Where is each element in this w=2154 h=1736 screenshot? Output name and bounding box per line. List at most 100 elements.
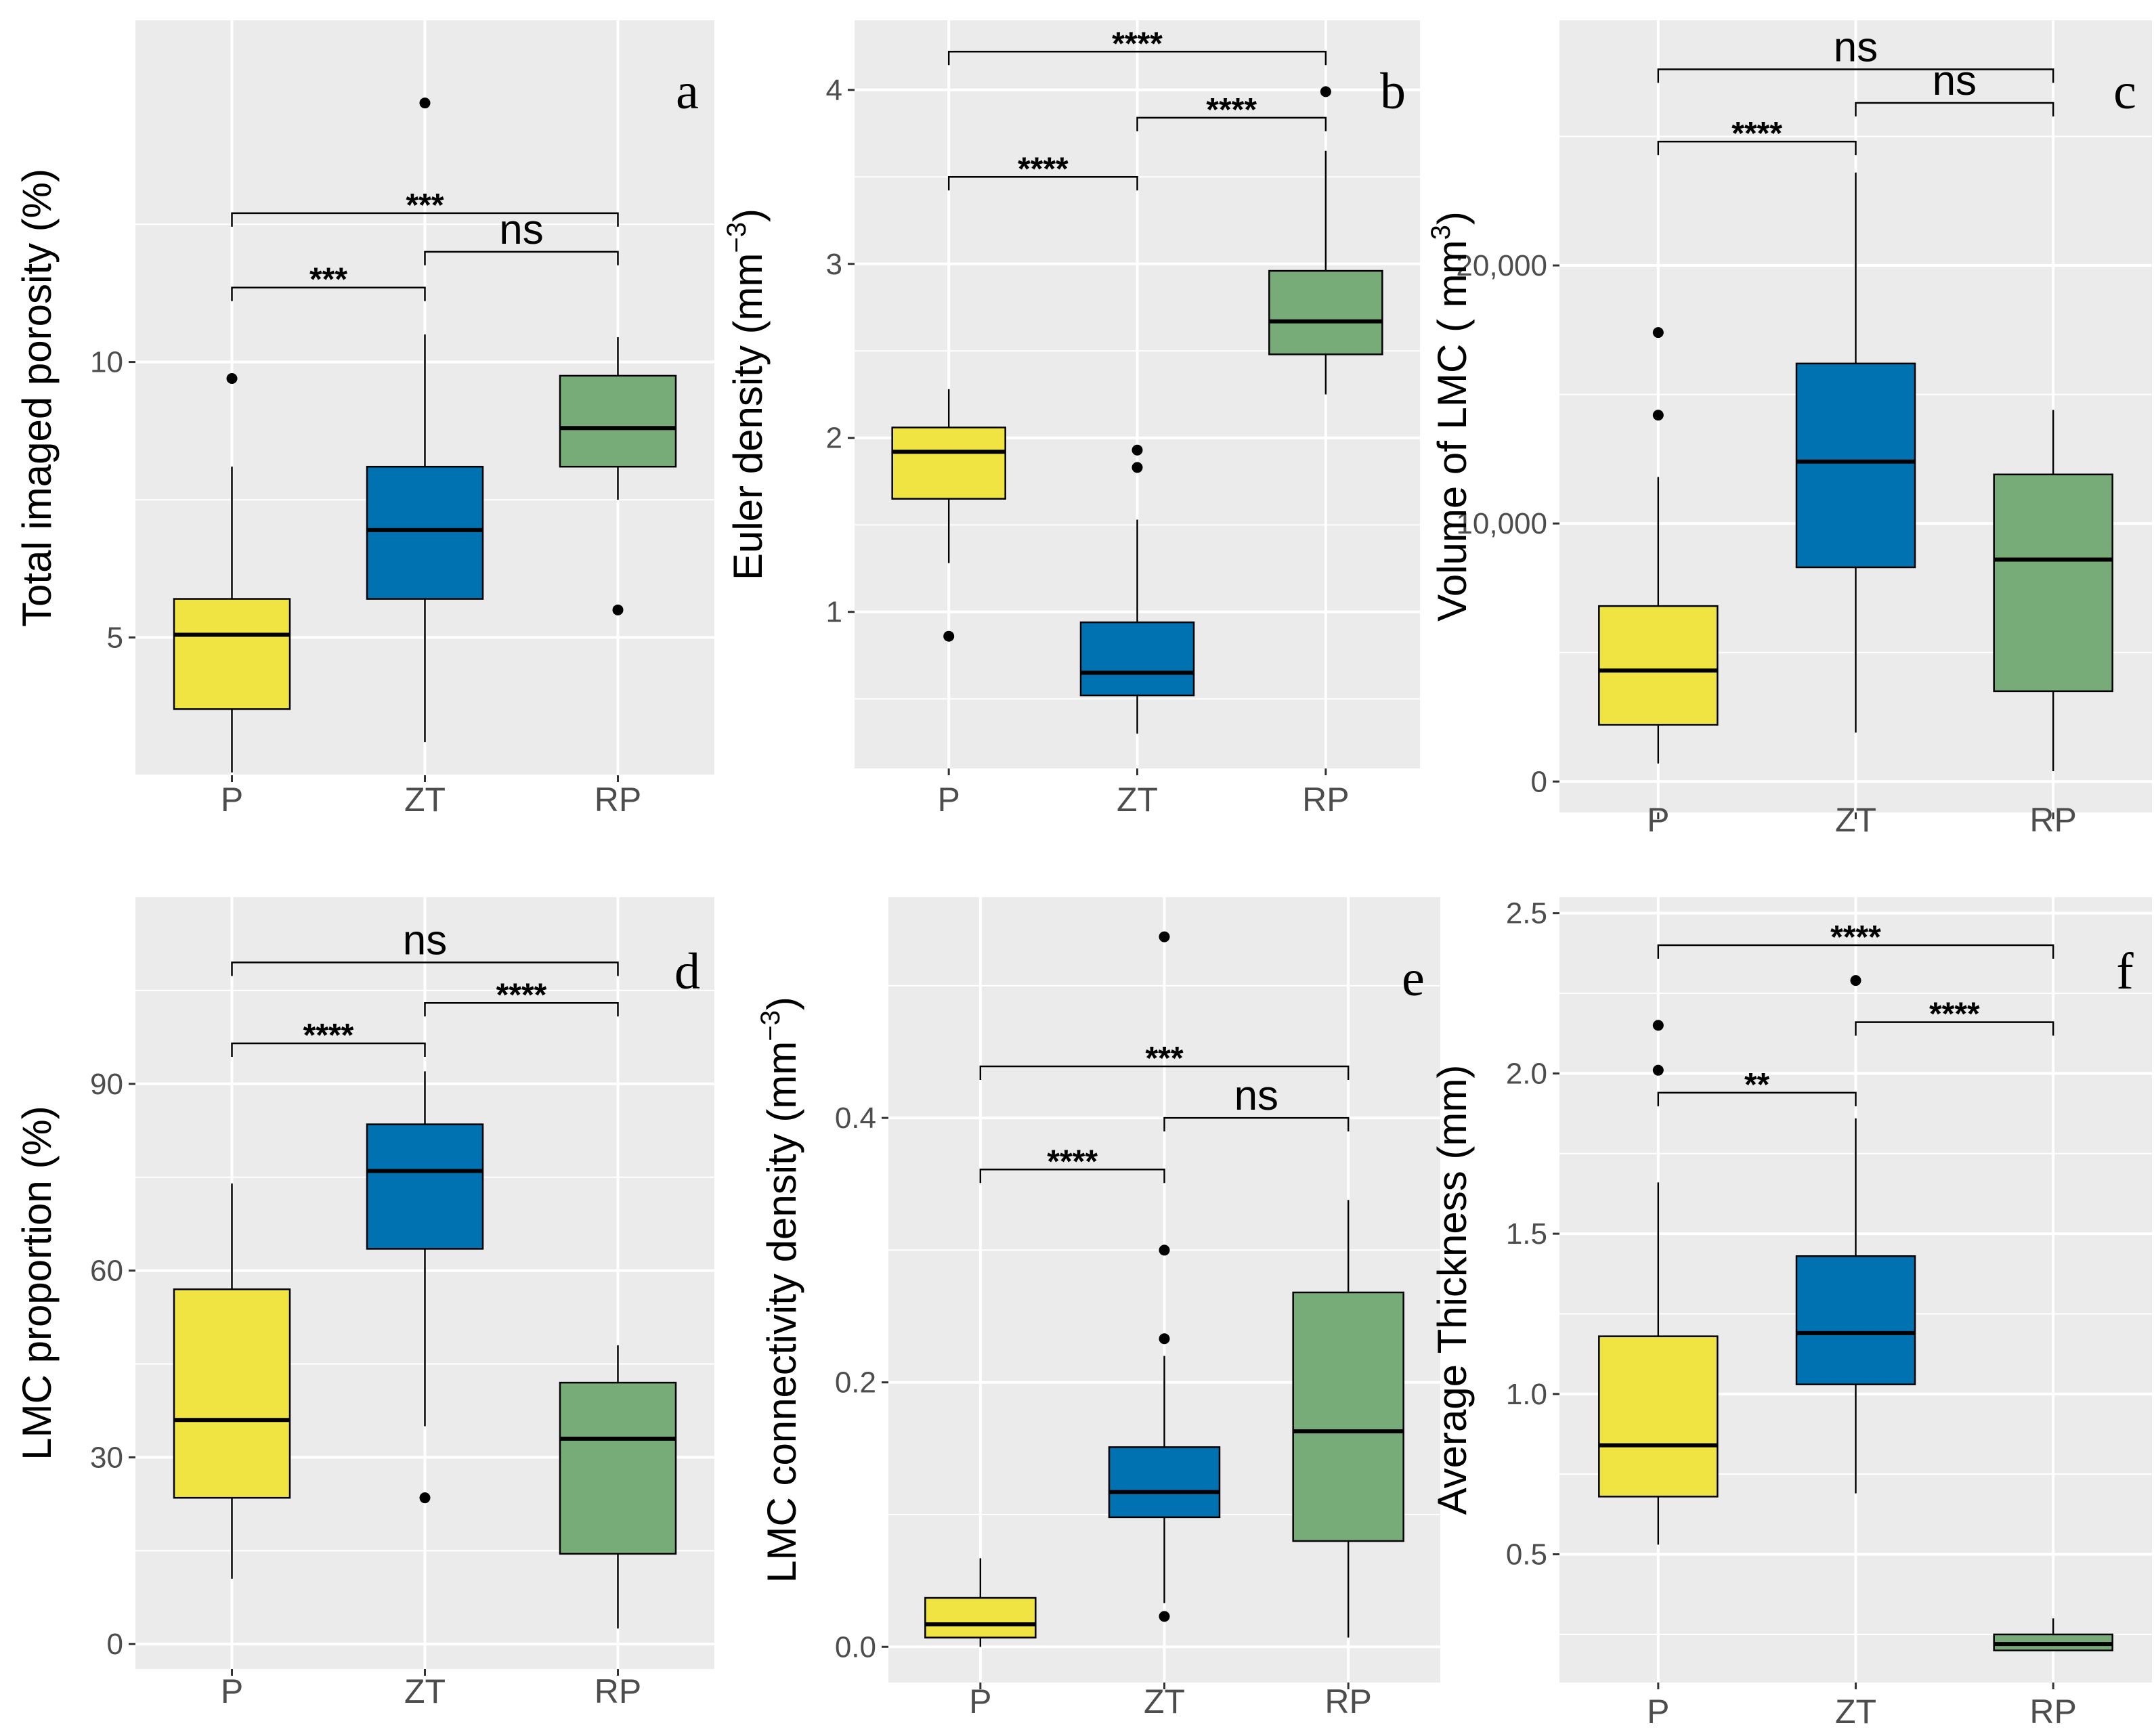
significance-bracket-P-ZT: *** bbox=[231, 262, 426, 301]
y-tick-label: 10,000 bbox=[1456, 507, 1547, 540]
outlier-point bbox=[1132, 462, 1143, 473]
significance-label: *** bbox=[309, 262, 347, 298]
significance-bracket-ZT-RP: **** bbox=[424, 977, 619, 1017]
significance-bracket-P-RP: *** bbox=[231, 188, 619, 227]
x-tick-label-P: P bbox=[937, 781, 960, 819]
box-body bbox=[1598, 1335, 1719, 1498]
x-tick-label-RP: RP bbox=[595, 1672, 641, 1710]
bracket-line bbox=[231, 961, 619, 976]
significance-label: **** bbox=[1731, 116, 1782, 152]
y-axis-title: Euler density (mm−3) bbox=[722, 209, 771, 580]
panel-letter: e bbox=[1402, 950, 1425, 1007]
panel-letter: c bbox=[2113, 63, 2136, 120]
bracket-line bbox=[1657, 944, 2054, 959]
significance-label: **** bbox=[1830, 919, 1881, 955]
panel-letter: d bbox=[674, 943, 700, 1000]
y-tick-label: 30 bbox=[90, 1441, 123, 1474]
box-body bbox=[1292, 1291, 1404, 1542]
y-tick-label: 1 bbox=[826, 596, 842, 629]
significance-label: **** bbox=[1929, 997, 1980, 1033]
significance-bracket-P-ZT: **** bbox=[1657, 116, 1857, 156]
significance-label: ns bbox=[1234, 1072, 1278, 1119]
x-tick-label-P: P bbox=[969, 1683, 991, 1720]
y-axis-title: LMC connectivity density (mm−3) bbox=[756, 997, 804, 1583]
outlier-point bbox=[1652, 1020, 1664, 1031]
x-tick-label-ZT: ZT bbox=[404, 781, 446, 819]
box-P bbox=[924, 1558, 1037, 1647]
box-P bbox=[173, 1183, 291, 1579]
y-tick-label: 90 bbox=[90, 1068, 123, 1101]
bracket-line bbox=[1855, 1021, 2054, 1036]
significance-label: ns bbox=[1933, 58, 1977, 104]
significance-bracket-ZT-RP: **** bbox=[1136, 92, 1327, 131]
bracket-line bbox=[1163, 1116, 1350, 1132]
plot-background bbox=[135, 20, 714, 775]
bracket-line bbox=[947, 176, 1138, 191]
significance-bracket-P-RP: ns bbox=[231, 917, 619, 976]
box-RP bbox=[1993, 410, 2113, 772]
box-body bbox=[1795, 362, 1916, 569]
panel-letter: a bbox=[676, 63, 699, 120]
y-tick-label: 20,000 bbox=[1456, 249, 1547, 282]
outlier-point bbox=[1652, 1064, 1664, 1076]
box-ZT bbox=[1108, 931, 1221, 1622]
box-ZT bbox=[1795, 975, 1916, 1494]
y-tick-label: 5 bbox=[107, 622, 123, 655]
outlier-point bbox=[1159, 1333, 1170, 1345]
significance-bracket-P-ZT: ** bbox=[1657, 1067, 1857, 1106]
box-ZT bbox=[366, 1071, 484, 1504]
y-tick-label: 2.5 bbox=[1506, 897, 1547, 930]
outlier-point bbox=[1132, 444, 1143, 456]
y-axis-title: Total imaged porosity (%) bbox=[14, 169, 60, 627]
x-tick-label-RP: RP bbox=[595, 781, 641, 819]
box-body bbox=[1795, 1255, 1916, 1385]
panel-letter: b bbox=[1380, 63, 1406, 120]
y-tick-label: 4 bbox=[826, 74, 842, 107]
y-axis-title: LMC proportion (%) bbox=[14, 1106, 60, 1460]
box-body bbox=[559, 1381, 677, 1555]
significance-label: **** bbox=[496, 977, 547, 1013]
bracket-line bbox=[979, 1065, 1350, 1080]
box-P bbox=[891, 389, 1006, 642]
x-tick-label-RP: RP bbox=[1324, 1683, 1371, 1720]
x-tick-label-P: P bbox=[1647, 1693, 1669, 1731]
significance-bracket-P-ZT: **** bbox=[947, 151, 1138, 191]
x-tick-label-P: P bbox=[221, 781, 243, 819]
box-body bbox=[1268, 269, 1383, 355]
x-tick-label-ZT: ZT bbox=[1835, 1693, 1876, 1731]
significance-bracket-P-RP: **** bbox=[1657, 919, 2054, 959]
y-axis-title: Average Thickness (mm) bbox=[1429, 1065, 1475, 1515]
box-body bbox=[366, 465, 484, 600]
outlier-point bbox=[419, 97, 431, 109]
box-P bbox=[1598, 1020, 1719, 1545]
y-axis-title: Volume of LMC ( mm3) bbox=[1426, 211, 1475, 622]
significance-label: ** bbox=[1744, 1067, 1770, 1103]
outlier-point bbox=[226, 373, 238, 385]
bracket-line bbox=[231, 1042, 426, 1058]
box-ZT bbox=[366, 97, 484, 743]
box-P bbox=[1598, 327, 1719, 764]
bracket-line bbox=[1657, 1091, 1857, 1106]
plot-background bbox=[888, 897, 1440, 1683]
box-ZT bbox=[1079, 444, 1195, 734]
y-tick-label: 0.4 bbox=[835, 1102, 876, 1135]
significance-bracket-ZT-RP: ns bbox=[1163, 1072, 1350, 1132]
significance-bracket-ZT-RP: **** bbox=[1855, 997, 2054, 1036]
x-tick-label-ZT: ZT bbox=[1117, 781, 1158, 819]
box-body bbox=[559, 374, 677, 468]
box-RP bbox=[1268, 86, 1383, 395]
x-tick-label-P: P bbox=[221, 1672, 243, 1710]
significance-bracket-P-RP: **** bbox=[947, 26, 1327, 66]
significance-label: **** bbox=[1112, 26, 1163, 62]
y-tick-label: 3 bbox=[826, 248, 842, 281]
bracket-line bbox=[231, 212, 619, 227]
bracket-line bbox=[1855, 102, 2054, 116]
significance-bracket-ZT-RP: ns bbox=[424, 207, 619, 265]
box-RP bbox=[1292, 1200, 1404, 1638]
box-body bbox=[173, 1288, 291, 1499]
